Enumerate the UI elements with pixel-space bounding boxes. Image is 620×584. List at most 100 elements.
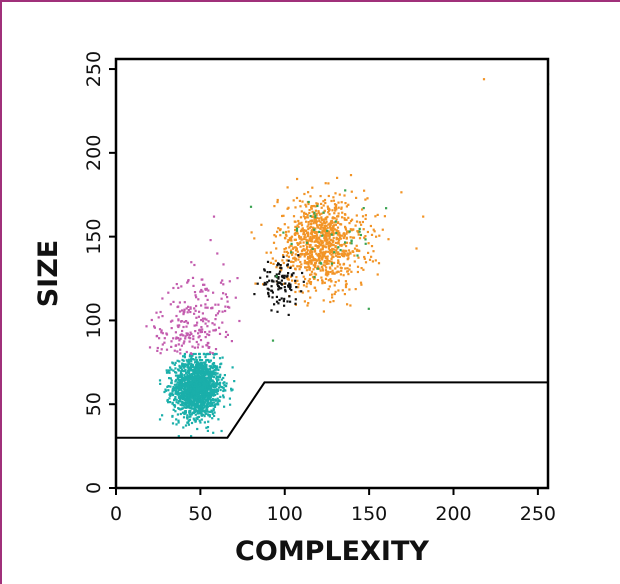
data-point-black [283,274,286,277]
data-point-teal [178,360,181,363]
data-point-orange [331,244,334,247]
data-point-orange [285,234,288,237]
data-point-black [263,283,266,286]
data-point-orange [318,262,321,265]
data-point-orange [349,174,353,177]
data-point-orange [321,229,324,232]
data-point-teal [213,411,216,414]
data-point-orange [303,253,306,256]
data-point-orange [314,244,317,247]
data-point-teal [210,372,214,375]
data-point-teal [190,395,193,398]
data-point-magenta [228,280,231,283]
data-point-teal [190,407,193,410]
data-point-teal [214,371,217,374]
data-point-orange [310,273,313,276]
data-point-teal [203,379,206,382]
data-point-orange [262,283,265,286]
data-point-teal [195,364,198,367]
data-point-teal [184,363,187,366]
x-axis-title: COMPLEXITY [235,536,429,567]
data-point-magenta [200,330,204,333]
x-tick-label: 150 [351,503,387,525]
data-point-orange [307,202,310,206]
data-point-teal [206,429,209,432]
data-point-teal [199,412,202,415]
data-point-magenta [208,346,211,349]
data-point-teal [208,398,211,401]
data-point-teal [182,359,185,362]
data-point-black [266,281,269,284]
data-point-orange [305,247,308,250]
data-point-orange [319,234,322,237]
data-point-orange [329,222,333,225]
data-point-magenta [200,304,203,307]
data-point-teal [174,389,177,392]
data-point-black [265,283,268,286]
data-point-teal [200,373,203,377]
data-point-teal [187,374,190,378]
data-point-teal [223,384,226,387]
data-point-orange [338,255,341,258]
data-point-magenta [195,316,198,319]
data-point-teal [174,371,177,374]
data-point-orange [310,233,313,236]
data-point-teal [169,392,172,395]
data-point-teal [177,369,180,372]
data-point-orange [298,265,301,268]
data-point-teal [158,379,162,382]
data-point-orange [326,215,329,218]
data-point-orange [287,226,290,229]
data-point-teal [181,362,184,365]
data-point-teal [209,392,212,395]
data-point-green [330,233,333,236]
data-point-orange [319,251,322,254]
data-point-orange [353,247,357,250]
data-point-black [290,288,293,292]
data-point-teal [195,359,198,362]
data-point-teal [177,378,180,382]
data-point-orange [323,218,326,221]
data-point-orange [297,283,300,286]
data-point-green [337,246,340,249]
data-point-orange [297,258,300,261]
data-point-orange [322,299,325,302]
data-point-magenta [183,320,186,323]
data-point-orange [337,270,340,273]
data-point-green [359,233,362,237]
data-point-orange [356,270,359,274]
data-point-magenta [199,339,203,342]
data-point-orange [294,225,298,229]
data-point-teal [217,386,221,389]
data-point-teal [211,410,214,413]
data-point-teal [177,402,180,405]
data-point-orange [325,232,329,235]
data-point-orange [319,249,322,252]
data-point-teal [185,398,188,401]
data-point-teal [176,413,179,416]
data-point-black [271,291,274,294]
data-point-orange [315,234,319,237]
data-point-teal [173,383,176,386]
data-point-orange [310,246,314,249]
data-point-teal [205,364,208,367]
data-point-orange [298,234,301,238]
data-point-green [322,211,325,214]
data-point-teal [163,390,166,394]
data-point-teal [209,366,212,369]
data-point-orange [329,300,332,304]
data-point-orange [305,251,308,255]
data-point-green [350,239,353,242]
data-point-magenta [179,334,182,337]
data-point-orange [364,198,367,201]
data-point-magenta [216,252,219,255]
data-point-magenta [198,310,201,313]
data-point-orange [327,211,330,214]
data-point-black [270,309,273,312]
data-point-orange [334,223,337,226]
data-point-magenta [150,318,153,322]
data-point-orange [324,264,327,267]
data-point-teal [207,368,210,371]
data-point-teal [187,395,190,398]
data-point-orange [323,245,326,248]
